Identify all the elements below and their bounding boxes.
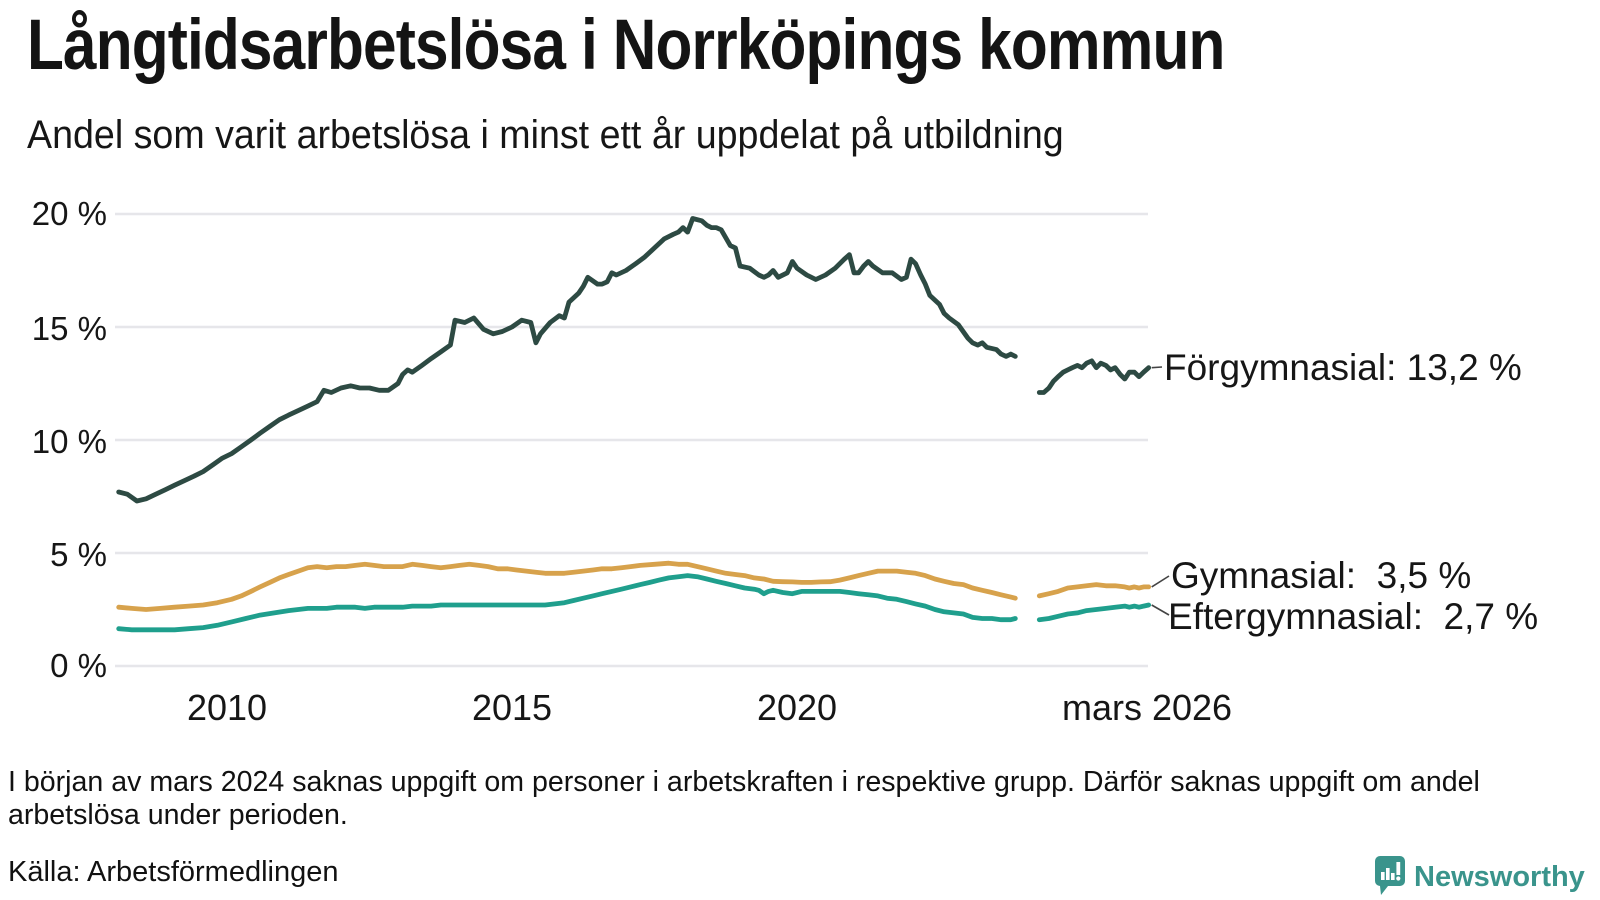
label-connector-lines (1151, 366, 1170, 616)
series-line-forgymnasial (116, 216, 1018, 504)
x-axis-tick-mars-2026: mars 2026 (1061, 687, 1233, 728)
gridlines (115, 212, 1148, 668)
x-axis-tick-2010: 2010 (186, 687, 268, 728)
y-axis-tick-10: 10 % (31, 423, 107, 460)
y-axis-tick-0: 0 % (50, 647, 107, 684)
source-attribution: Källa: Arbetsförmedlingen (8, 856, 339, 888)
y-axis-tick-5: 5 % (50, 536, 107, 573)
series-line-eftergymnasial (116, 573, 1018, 633)
x-axis-tick-2015: 2015 (471, 687, 553, 728)
y-axis-tick-20: 20 % (31, 195, 107, 232)
brand-name: Newsworthy (1414, 861, 1585, 893)
connector-forgymnasial (1151, 366, 1163, 369)
series-lines (116, 216, 1152, 633)
series-line-forgymnasial-after-gap (1036, 358, 1152, 395)
x-axis-tick-2020: 2020 (756, 687, 838, 728)
newsworthy-logo-icon (1375, 856, 1405, 895)
series-line-gymnasial (116, 560, 1018, 612)
page-subtitle: Andel som varit arbetslösa i minst ett å… (27, 113, 1064, 157)
series-line-gymnasial-after-gap (1036, 582, 1152, 599)
connector-eftergymnasial (1151, 604, 1170, 616)
y-axis-tick-15: 15 % (31, 310, 107, 347)
connector-gymnasial (1151, 575, 1170, 588)
page-title: Långtidsarbetslösa i Norrköpings kommun (27, 6, 1225, 85)
series-label-gymnasial: Gymnasial: 3,5 % (1171, 555, 1472, 596)
series-label-forgymnasial: Förgymnasial: 13,2 % (1164, 347, 1522, 388)
series-line-eftergymnasial-after-gap (1036, 602, 1152, 623)
series-label-eftergymnasial: Eftergymnasial: 2,7 % (1168, 596, 1539, 637)
footnote: I början av mars 2024 saknas uppgift om … (8, 766, 1480, 831)
